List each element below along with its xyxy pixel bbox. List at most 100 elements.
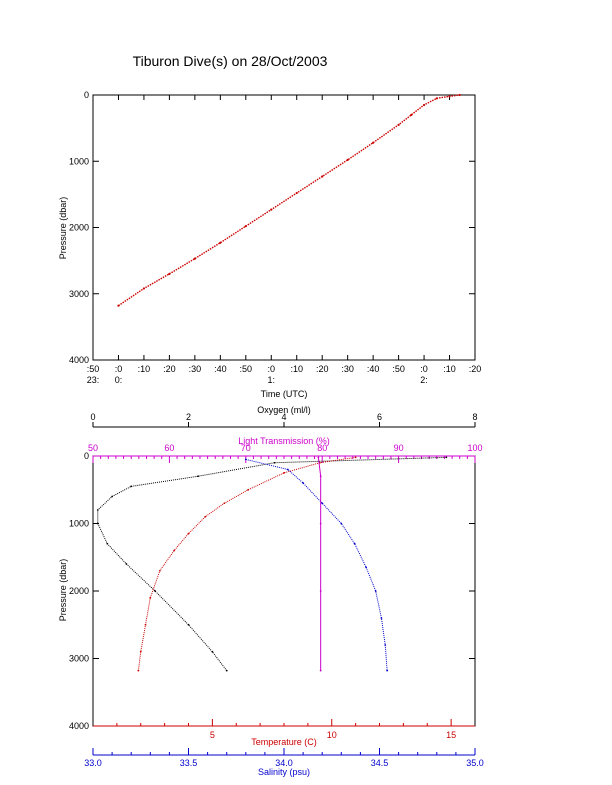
temperature-profile-point: [204, 515, 207, 518]
transmission-profile-point: [319, 475, 322, 478]
top-x-axis-label: Time (UTC): [261, 389, 308, 399]
pressure-point: [142, 287, 146, 290]
chart-title: Tiburon Dive(s) on 28/Oct/2003: [133, 53, 328, 69]
salinity-profile-point: [365, 566, 368, 569]
x-tick-label: :50: [87, 364, 100, 374]
y-tick-label: 2000: [69, 586, 89, 596]
temperature-profile-line: [137, 456, 356, 671]
x-hour-label: 2:: [420, 375, 428, 385]
bottom-y-axis: 0 1000 2000 3000 4000: [69, 451, 475, 731]
y-tick-label: 1000: [69, 519, 89, 529]
temperature-profile-point: [137, 669, 140, 672]
x-tick-label: :40: [367, 364, 380, 374]
y-tick-label: 3000: [69, 289, 89, 299]
oxygen-profile-point: [130, 485, 133, 488]
oxygen-tick-label: 2: [186, 412, 191, 422]
salinity-profile-point: [244, 458, 247, 461]
oxygen-profile-point: [106, 542, 109, 545]
salinity-tick-label: 34.5: [371, 758, 389, 768]
y-tick-label: 2000: [69, 223, 89, 233]
temperature-profile-point: [247, 488, 250, 491]
salinity-axis: 33.0 33.5 34.0 34.5 35.0: [84, 748, 484, 768]
transmission-profile-line: [317, 457, 322, 671]
salinity-profile-point: [286, 468, 289, 471]
y-tick-label: 0: [84, 90, 89, 100]
temperature-tick-label: 15: [446, 730, 456, 740]
salinity-profile-point: [386, 669, 389, 672]
pressure-time-plot: 0 1000 2000 3000 4000 :50 :0 :10 :20 :30 :40 :50 :0…: [58, 90, 481, 399]
pressure-point: [270, 208, 273, 211]
pressure-point: [435, 97, 438, 100]
oxygen-tick-label: 8: [472, 412, 477, 422]
salinity-tick-label: 33.0: [84, 758, 102, 768]
temperature-axis-label: Temperature (C): [251, 737, 317, 747]
transmission-profile-point: [317, 456, 320, 459]
bottom-y-axis-label: Pressure (dbar): [58, 559, 68, 622]
salinity-tick-label: 35.0: [466, 758, 484, 768]
oxygen-profile-point: [154, 590, 156, 592]
y-tick-label: 3000: [69, 654, 89, 664]
transmission-profile-point: [319, 522, 322, 525]
oxygen-profile-point: [211, 650, 214, 653]
temperature-tick-label: 10: [327, 730, 337, 740]
x-hour-label: 1:: [268, 375, 276, 385]
top-x-axis: :50:0:10:20:30:40:50:0:10:20:30:40:50:0:…: [87, 95, 482, 385]
x-tick-label: :40: [214, 364, 227, 374]
temperature-axis: 5 10 15: [93, 719, 475, 740]
temperature-profile-point: [144, 623, 147, 626]
oxygen-profile-point: [225, 669, 228, 672]
pressure-point: [168, 272, 171, 275]
temperature-tick-label: 5: [210, 730, 215, 740]
x-hour-label: 0:: [115, 375, 123, 385]
transmission-axis: 50 60 70 80 90 100: [88, 443, 483, 463]
pressure-point: [295, 191, 298, 195]
transmission-axis-label: Light Transmission (%): [238, 436, 330, 446]
pressure-point: [219, 241, 222, 244]
x-tick-label: :20: [163, 364, 176, 374]
salinity-profile-point: [353, 542, 356, 545]
y-tick-label: 0: [84, 451, 89, 461]
pressure-time-frame: [92, 94, 476, 361]
x-tick-label: :50: [392, 364, 405, 374]
oxygen-profile-point: [96, 509, 99, 511]
x-tick-label: :0: [420, 364, 428, 374]
top-y-axis: 0 1000 2000 3000 4000: [69, 90, 475, 365]
salinity-tick-label: 34.0: [275, 758, 293, 768]
pressure-point: [397, 123, 400, 126]
pressure-point: [117, 304, 120, 307]
pressure-point: [321, 175, 324, 178]
salinity-profile-point: [302, 482, 304, 484]
y-tick-label: 4000: [69, 355, 89, 365]
pressure-point: [193, 257, 196, 260]
salinity-axis-label: Salinity (psu): [258, 767, 310, 777]
temperature-profile-point: [354, 456, 357, 459]
transmission-tick-label: 90: [394, 443, 404, 453]
temperature-profile-point: [173, 549, 176, 552]
x-tick-label: :10: [443, 364, 456, 374]
pressure-point: [448, 95, 451, 98]
pressure-point: [372, 141, 375, 144]
oxygen-profile-point: [197, 475, 199, 478]
x-tick-label: :20: [469, 364, 482, 374]
transmission-profile-point: [319, 590, 322, 592]
oxygen-profile-point: [125, 563, 128, 565]
x-tick-label: :0: [115, 364, 123, 374]
salinity-profile-point: [374, 590, 377, 592]
oxygen-profile-line: [97, 456, 447, 671]
x-tick-label: :30: [341, 364, 354, 374]
y-tick-label: 1000: [69, 156, 89, 166]
transmission-tick-label: 60: [164, 443, 174, 453]
x-tick-label: :10: [290, 364, 303, 374]
salinity-profile-line: [245, 458, 388, 671]
x-tick-label: :50: [240, 364, 253, 374]
temperature-profile-point: [158, 569, 161, 572]
y-tick-label: 4000: [69, 721, 89, 731]
temperature-profile-point: [149, 596, 152, 599]
oxygen-profile-point: [273, 461, 276, 464]
pressure-point: [346, 158, 349, 162]
transmission-tick-label: 80: [317, 443, 327, 453]
profiles-plot: 0 1000 2000 3000 4000 0 2 4 6 8 50 60 70 80 90 100 5 1…: [58, 405, 484, 777]
oxygen-tick-label: 4: [281, 412, 286, 422]
pressure-point: [458, 93, 461, 97]
